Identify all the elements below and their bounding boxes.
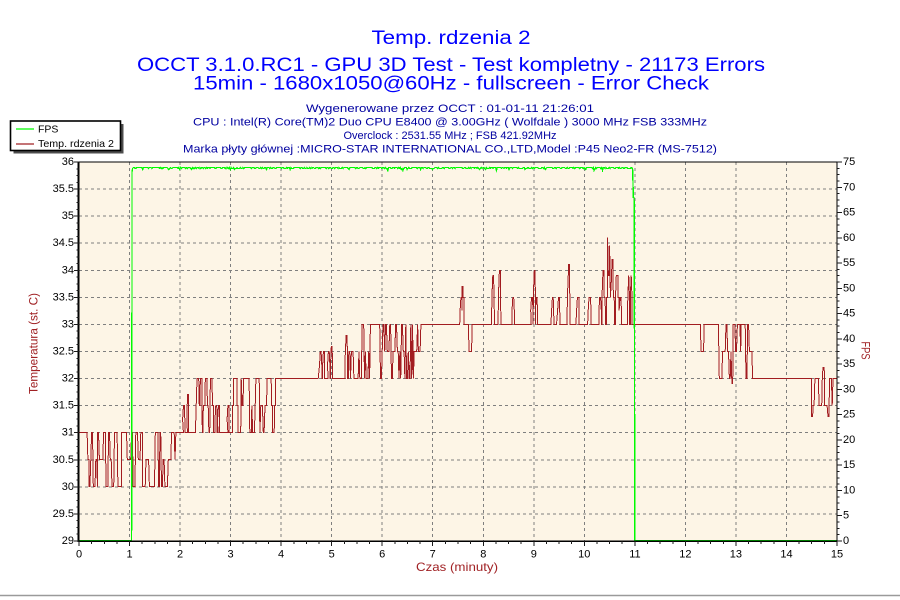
svg-text:Temperatura (st. C): Temperatura (st. C) <box>29 293 41 394</box>
svg-text:4: 4 <box>278 549 284 561</box>
svg-text:34: 34 <box>62 264 74 276</box>
svg-text:13: 13 <box>730 549 742 561</box>
svg-text:11: 11 <box>629 549 640 561</box>
svg-text:Overclock : 2531.55 MHz ; FSB: Overclock : 2531.55 MHz ; FSB 421.92MHz <box>344 130 557 142</box>
svg-text:70: 70 <box>843 181 855 193</box>
svg-text:55: 55 <box>843 257 855 269</box>
svg-text:10: 10 <box>843 485 855 497</box>
svg-text:12: 12 <box>679 549 691 561</box>
svg-text:29.5: 29.5 <box>53 508 74 520</box>
svg-text:33: 33 <box>62 318 74 330</box>
svg-text:25: 25 <box>843 409 855 421</box>
svg-text:CPU : Intel(R) Core(TM)2 Duo C: CPU : Intel(R) Core(TM)2 Duo CPU E8400 @… <box>193 117 707 129</box>
svg-text:15: 15 <box>831 549 843 561</box>
svg-text:20: 20 <box>843 434 855 446</box>
svg-text:15min - 1680x1050@60Hz - fulls: 15min - 1680x1050@60Hz - fullscreen - Er… <box>193 74 710 95</box>
svg-text:Marka płyty głównej :MICRO-STA: Marka płyty głównej :MICRO-STAR INTERNAT… <box>183 144 717 156</box>
svg-text:Wygenerowane przez OCCT : 01-0: Wygenerowane przez OCCT : 01-01-11 21:26… <box>306 103 594 115</box>
svg-text:7: 7 <box>430 549 436 561</box>
svg-text:15: 15 <box>843 459 855 471</box>
svg-text:8: 8 <box>480 549 486 561</box>
svg-text:35: 35 <box>843 358 855 370</box>
svg-text:32.5: 32.5 <box>53 346 74 358</box>
svg-text:36: 36 <box>62 156 74 168</box>
svg-text:34.5: 34.5 <box>53 237 74 249</box>
svg-text:10: 10 <box>578 549 590 561</box>
svg-text:30: 30 <box>62 481 74 493</box>
svg-text:32: 32 <box>62 373 74 385</box>
svg-text:50: 50 <box>843 282 855 294</box>
svg-text:33.5: 33.5 <box>53 291 74 303</box>
svg-text:31: 31 <box>62 427 74 439</box>
svg-text:65: 65 <box>843 207 855 219</box>
svg-text:3: 3 <box>228 549 234 561</box>
svg-text:Temp. rdzenia 2: Temp. rdzenia 2 <box>38 138 114 150</box>
svg-text:30.5: 30.5 <box>53 454 74 466</box>
svg-text:5: 5 <box>329 549 335 561</box>
svg-text:Temp. rdzenia 2: Temp. rdzenia 2 <box>372 28 531 49</box>
svg-text:30: 30 <box>843 383 855 395</box>
svg-text:9: 9 <box>531 549 537 561</box>
svg-text:14: 14 <box>780 549 792 561</box>
svg-text:Czas (minuty): Czas (minuty) <box>416 560 498 574</box>
svg-text:5: 5 <box>843 510 849 522</box>
svg-text:0: 0 <box>843 535 849 547</box>
svg-text:FPS: FPS <box>38 124 58 136</box>
svg-text:1: 1 <box>126 549 132 561</box>
svg-text:75: 75 <box>843 156 855 168</box>
svg-text:6: 6 <box>379 549 385 561</box>
svg-text:OCCT 3.1.0.RC1 - GPU 3D Test -: OCCT 3.1.0.RC1 - GPU 3D Test - Test komp… <box>137 55 765 76</box>
svg-text:FPS: FPS <box>859 342 871 360</box>
svg-text:40: 40 <box>843 333 855 345</box>
svg-text:29: 29 <box>62 535 74 547</box>
svg-text:31.5: 31.5 <box>53 400 74 412</box>
svg-text:60: 60 <box>843 232 855 244</box>
svg-text:0: 0 <box>76 549 82 561</box>
svg-text:2: 2 <box>177 549 183 561</box>
svg-text:35: 35 <box>62 210 74 222</box>
svg-text:35.5: 35.5 <box>53 183 74 195</box>
svg-text:45: 45 <box>843 308 855 320</box>
